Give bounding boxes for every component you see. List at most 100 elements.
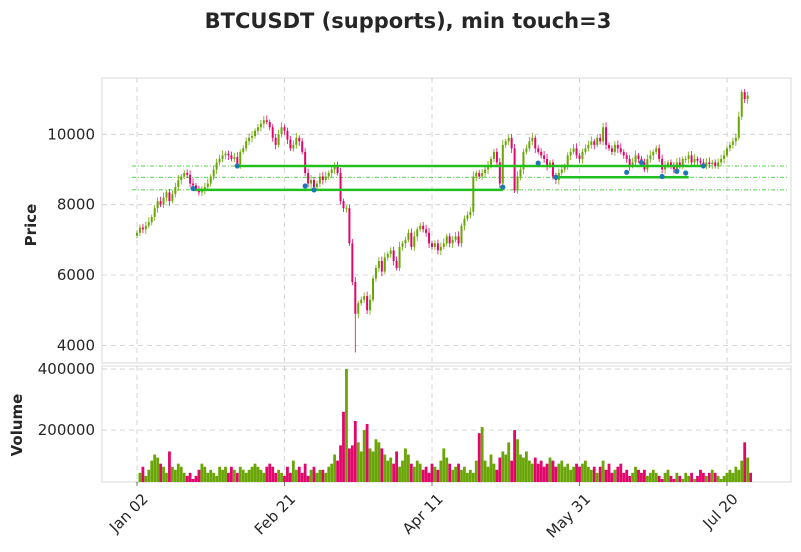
candle-body <box>540 151 543 156</box>
candle-body <box>218 158 221 163</box>
volume-bar <box>297 466 301 482</box>
volume-tick-label: 400000 <box>38 360 95 378</box>
candle-body <box>616 144 619 149</box>
volume-bar <box>176 463 180 482</box>
touch-point <box>302 183 308 189</box>
candle-body <box>395 260 398 268</box>
volume-bar <box>265 466 269 482</box>
volume-bar <box>640 472 643 482</box>
candle-body <box>174 187 177 195</box>
volume-bar <box>687 475 691 482</box>
candle-body <box>717 162 720 166</box>
volume-tick-labels: 200000 400000 <box>38 360 95 439</box>
candle-body <box>687 155 690 159</box>
candle-body <box>339 173 342 202</box>
candle-body <box>590 141 593 145</box>
volume-bar <box>589 469 593 482</box>
candle-body <box>433 243 436 247</box>
volume-bar <box>648 472 652 482</box>
touch-point <box>535 160 541 166</box>
volume-bar <box>466 472 469 482</box>
candle-body <box>256 127 259 131</box>
candle-body <box>310 180 313 184</box>
volume-bar <box>168 451 171 482</box>
touch-point <box>683 170 689 176</box>
volume-bar <box>445 457 449 482</box>
candle-body <box>743 92 746 100</box>
volume-bar <box>150 460 154 482</box>
candle-body <box>268 121 271 128</box>
volume-bar <box>716 475 720 482</box>
volume-bar <box>489 454 493 482</box>
touch-points <box>190 159 707 193</box>
volume-bar <box>536 463 540 482</box>
volume-bar <box>598 466 602 482</box>
candle-body <box>360 299 363 304</box>
candle-body <box>543 155 546 159</box>
chart-title: BTCUSDT (supports), min touch=3 <box>205 9 612 33</box>
touch-point <box>624 169 630 175</box>
volume-bar <box>191 478 195 482</box>
candle-body <box>581 151 584 159</box>
candle-body <box>277 134 280 145</box>
candle-body <box>333 165 336 170</box>
volume-bar <box>675 472 679 482</box>
candle-body <box>431 243 433 247</box>
volume-bar <box>492 463 496 482</box>
candle-body <box>321 176 324 181</box>
volume-bar <box>586 466 590 482</box>
candle-body <box>436 243 439 251</box>
volume-bar <box>645 475 649 482</box>
volume-bar <box>592 466 596 482</box>
candle-body <box>569 151 572 156</box>
candle-body <box>221 155 224 159</box>
volume-bar <box>348 448 351 482</box>
candle-body <box>274 137 277 145</box>
candle-body <box>357 303 360 314</box>
volume-bar <box>557 463 561 482</box>
candle-body <box>413 236 416 247</box>
volume-bar <box>407 454 410 482</box>
volume-grid <box>102 366 791 482</box>
candle-body <box>159 201 162 205</box>
touch-point <box>700 163 707 169</box>
candle-body <box>528 141 531 149</box>
candle-body <box>587 144 590 149</box>
volume-bar <box>474 460 478 482</box>
volume-bar <box>728 469 732 482</box>
volume-bar <box>672 478 676 482</box>
volume-bar <box>359 451 363 482</box>
volume-bar <box>699 469 702 482</box>
volume-bar <box>442 448 446 482</box>
candle-body <box>696 158 699 161</box>
volume-bar <box>743 442 747 482</box>
candle-body <box>327 173 330 177</box>
volume-bar <box>516 439 519 482</box>
price-tick-label: 10000 <box>47 125 95 143</box>
candle-body <box>655 148 658 152</box>
volume-bar <box>271 466 275 482</box>
candle-body <box>271 127 274 138</box>
candle-body <box>522 151 525 170</box>
volume-bar <box>643 469 646 482</box>
candle-body <box>153 208 156 217</box>
candle-body <box>634 155 637 163</box>
candle-body <box>136 232 138 236</box>
volume-bar <box>386 460 390 482</box>
candle-body <box>516 176 519 191</box>
candle-body <box>661 158 664 170</box>
volume-bar <box>498 457 502 482</box>
candle-body <box>596 137 599 145</box>
candle-body <box>416 229 419 237</box>
candle-body <box>519 169 522 177</box>
volume-tick-label: 200000 <box>38 421 95 439</box>
volume-bar <box>173 469 177 482</box>
candle-body <box>404 239 407 244</box>
candle-body <box>342 201 345 209</box>
candle-body <box>366 296 369 311</box>
candle-body <box>575 148 578 156</box>
candle-body <box>195 185 197 189</box>
candle-body <box>313 180 315 188</box>
volume-bar <box>619 463 623 482</box>
